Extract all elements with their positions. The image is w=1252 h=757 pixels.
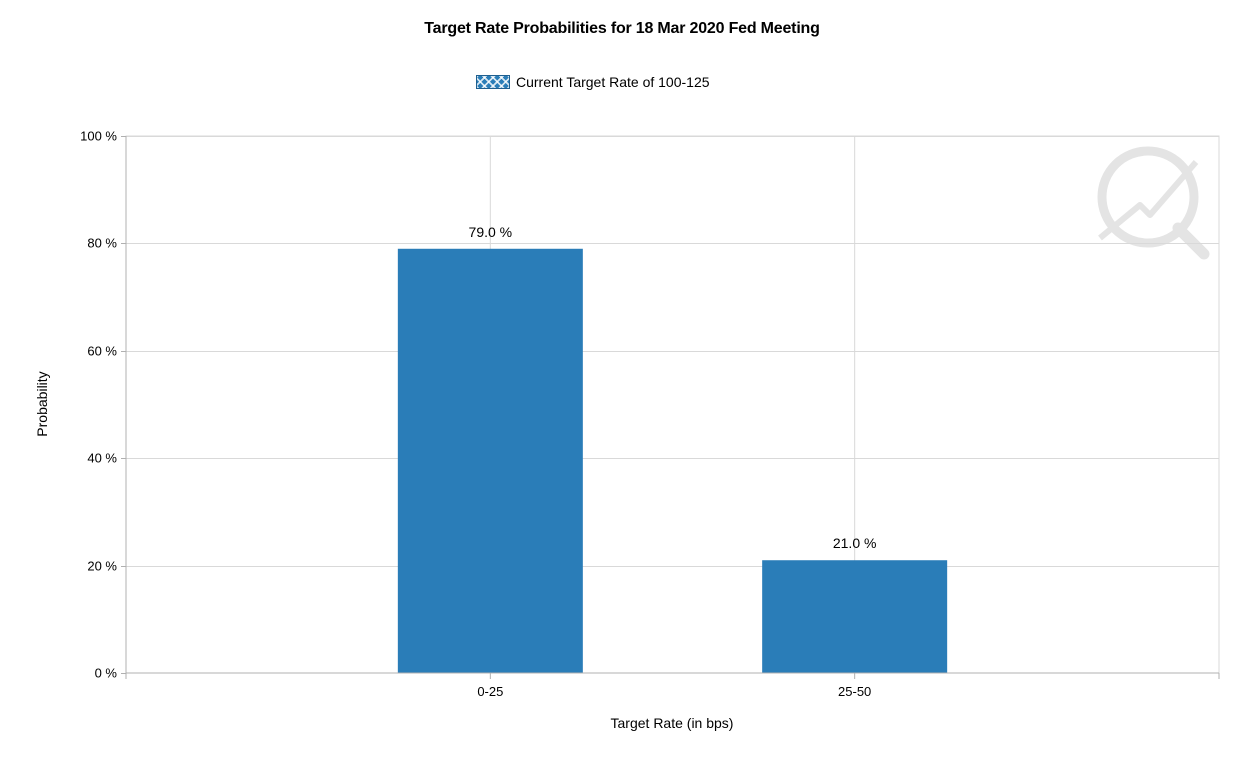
- y-tick-label: 40 %: [87, 451, 117, 466]
- y-tick-label: 0 %: [95, 666, 118, 681]
- grid-layer: [126, 136, 1219, 567]
- x-tick-label: 0-25: [477, 684, 503, 699]
- chart-legend: Current Target Rate of 100-125: [476, 72, 710, 92]
- legend-label: Current Target Rate of 100-125: [516, 74, 710, 90]
- plot-area: [125, 135, 1220, 674]
- y-tick-label: 100 %: [80, 129, 117, 144]
- bar-0-25: [397, 248, 583, 673]
- bar-25-50: [762, 560, 948, 673]
- x-tick-layer: 0-25 25-50: [125, 673, 1220, 699]
- y-tick-layer: 0 % 20 % 40 % 60 % 80 % 100 %: [80, 129, 126, 681]
- bar-value-label: 21.0 %: [833, 535, 877, 551]
- legend-swatch: [476, 75, 510, 89]
- y-axis-title: Probability: [34, 371, 50, 436]
- y-tick-label: 80 %: [87, 236, 117, 251]
- x-axis-title: Target Rate (in bps): [611, 715, 734, 731]
- y-tick-label: 20 %: [87, 559, 117, 574]
- label-layer: 79.0 % 21.0 %: [469, 224, 877, 551]
- chart-title: Target Rate Probabilities for 18 Mar 202…: [424, 20, 820, 37]
- y-tick-label: 60 %: [87, 344, 117, 359]
- bar-value-label: 79.0 %: [469, 224, 513, 240]
- bar-layer: [397, 248, 948, 673]
- x-tick-label: 25-50: [838, 684, 871, 699]
